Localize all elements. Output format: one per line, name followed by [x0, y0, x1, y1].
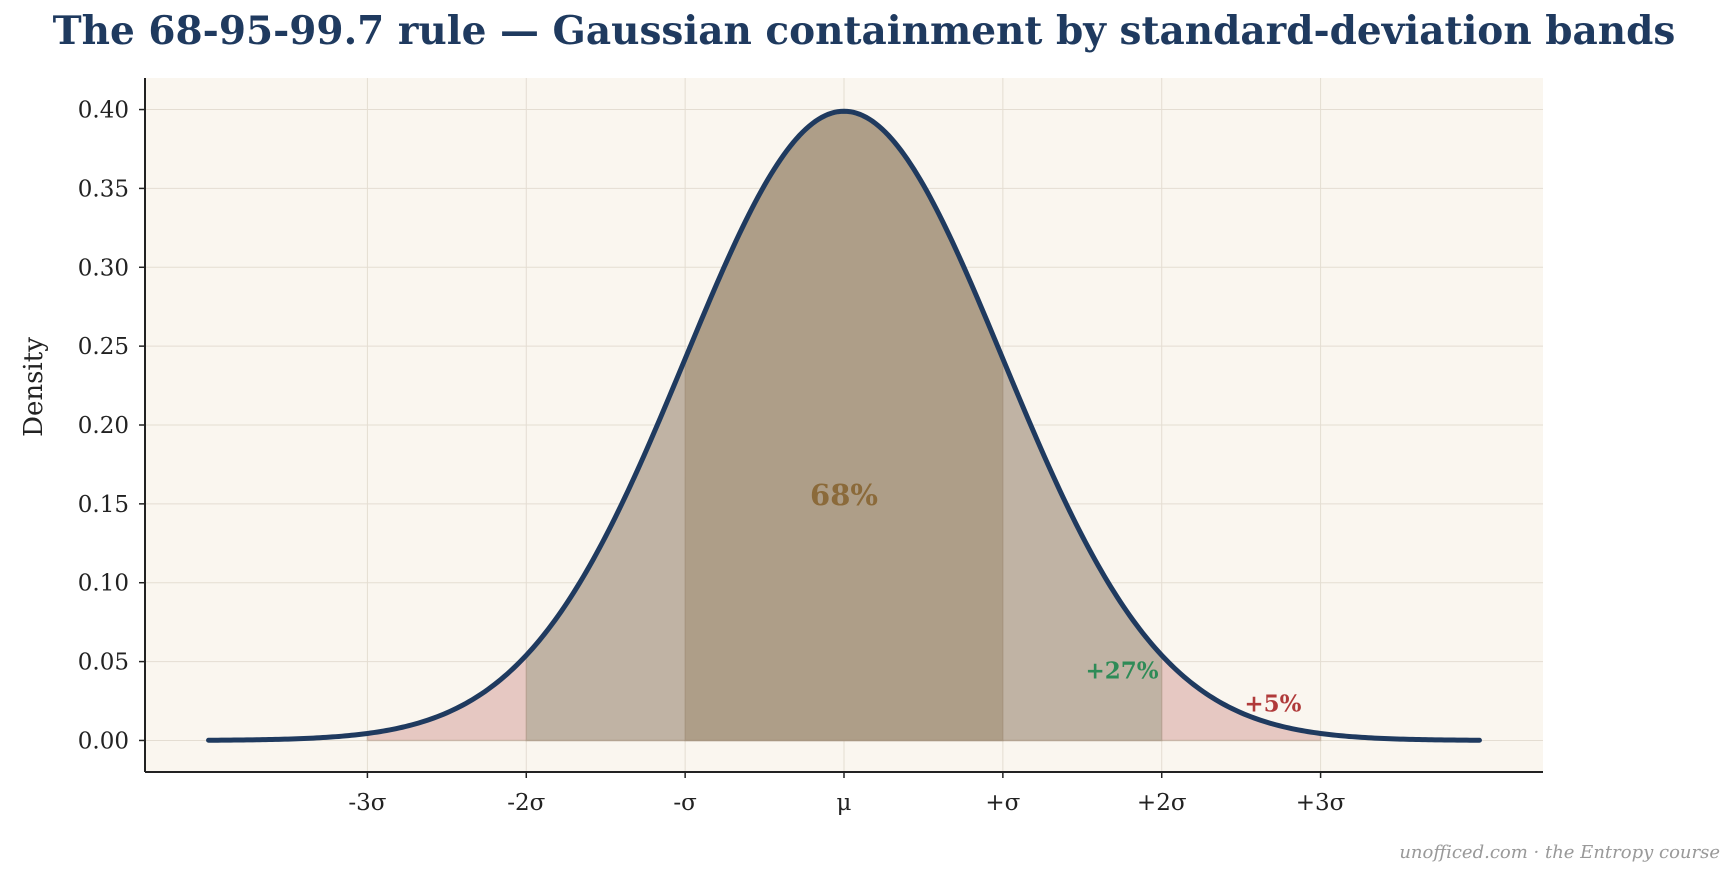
y-tick-label: 0.20: [78, 413, 129, 439]
x-tick-label: -σ: [673, 790, 697, 816]
y-tick-label: 0.10: [78, 571, 129, 597]
tick-labels: -3σ -2σ -σ μ +σ +2σ +3σ 0.00 0.05 0.10 0.15 0.20 0.2…: [78, 98, 1346, 816]
x-tick-label: +σ: [985, 790, 1020, 816]
x-tick-label: +3σ: [1296, 790, 1346, 816]
y-tick-label: 0.05: [78, 650, 129, 676]
sigma-bands: [366, 110, 1322, 742]
band-annotation: +27%: [1085, 657, 1158, 684]
y-tick-label: 0.40: [78, 98, 129, 124]
band-annotation: 68%: [810, 478, 878, 512]
normal-curve: [206, 108, 1482, 743]
chart-title: The 68-95-99.7 rule — Gaussian containme…: [52, 8, 1676, 54]
y-tick-label: 0.15: [78, 492, 129, 518]
band-annotation: +5%: [1244, 691, 1301, 718]
y-tick-label: 0.00: [78, 728, 129, 754]
y-tick-label: 0.25: [78, 334, 129, 360]
y-axis-label: Density: [19, 337, 49, 437]
x-tick-label: +2σ: [1137, 790, 1187, 816]
x-tick-label: μ: [837, 790, 852, 816]
y-tick-label: 0.35: [78, 176, 129, 202]
x-tick-label: -2σ: [507, 790, 545, 816]
credit-text: unofficed.com · the Entropy course: [1399, 842, 1720, 863]
x-tick-label: -3σ: [348, 790, 386, 816]
y-tick-label: 0.30: [78, 255, 129, 281]
density-curve: [206, 108, 1482, 743]
annotations: 68% +27% +5%: [810, 478, 1302, 718]
